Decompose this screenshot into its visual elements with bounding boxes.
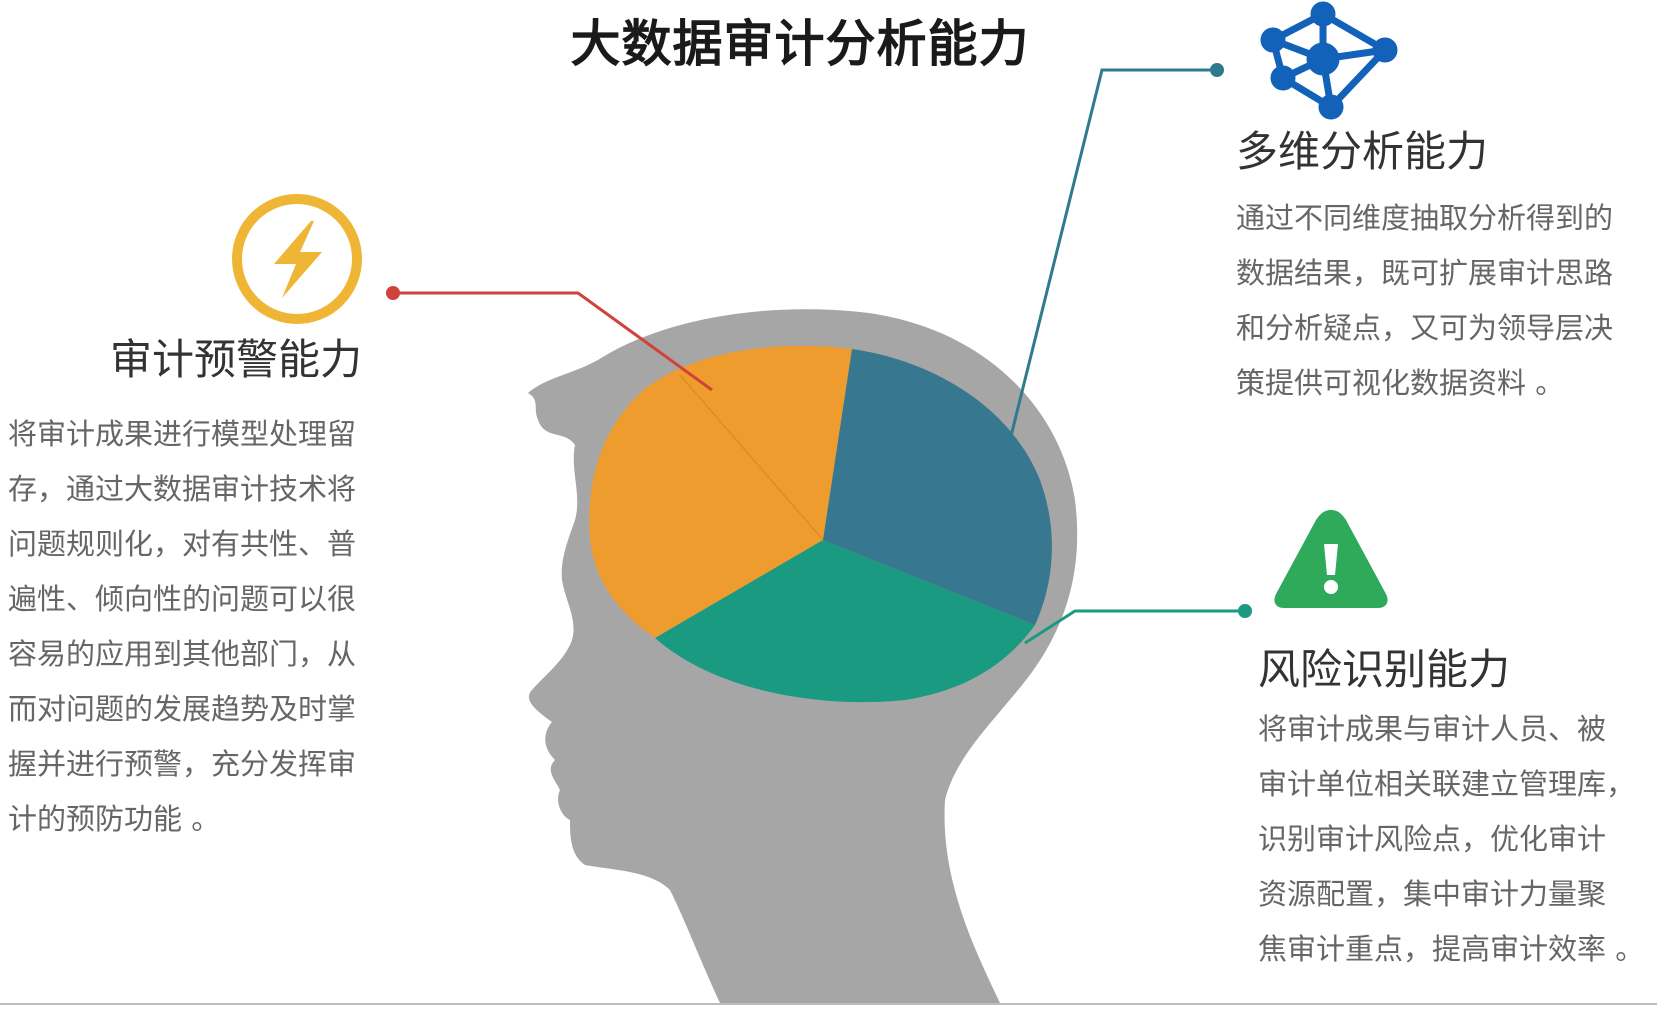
desc-line: 握并进行预警，充分发挥审: [8, 747, 357, 781]
heading-multidimensional-analysis: 多维分析能力: [1236, 127, 1489, 176]
desc-line: 问题规则化，对有共性、普: [8, 527, 357, 561]
desc-line: 资源配置，集中审计力量聚: [1258, 877, 1607, 911]
desc-line: 遍性、倾向性的问题可以很: [8, 582, 357, 616]
desc-line: 和分析疑点，又可为领导层决: [1236, 311, 1614, 345]
brain-segment-orange: [589, 345, 852, 638]
desc-multidimensional-analysis: 通过不同维度抽取分析得到的 数据结果，既可扩展审计思路 和分析疑点，又可为领导层…: [1236, 191, 1613, 411]
brain-segment-green: [655, 540, 1035, 703]
connector-warning: [393, 291, 713, 392]
desc-line: 策提供可视化数据资料 。: [1236, 366, 1565, 400]
brain-slice-line: [679, 374, 824, 541]
connector-warning-dot: [386, 286, 400, 300]
desc-line: 审计单位相关联建立管理库，: [1258, 767, 1636, 801]
desc-line: 通过不同维度抽取分析得到的: [1236, 201, 1614, 235]
desc-line: 识别审计风险点，优化审计: [1258, 822, 1607, 856]
connector-risk: [1024, 609, 1245, 645]
network-icon: [1260, 1, 1398, 120]
desc-line: 将审计成果进行模型处理留: [8, 417, 357, 451]
desc-line: 容易的应用到其他部门，从: [8, 637, 357, 671]
desc-line: 数据结果，既可扩展审计思路: [1236, 256, 1614, 290]
desc-line: 焦审计重点，提高审计效率 。: [1258, 932, 1645, 966]
connector-multi-dot: [1210, 63, 1224, 77]
desc-line: 存，通过大数据审计技术将: [8, 472, 357, 506]
desc-line: 将审计成果与审计人员、被: [1258, 712, 1607, 746]
brain-segment-blue: [823, 349, 1052, 625]
bottom-rule: [0, 1003, 1657, 1005]
desc-line: 计的预防功能 。: [8, 802, 221, 836]
connector-multi: [1008, 68, 1217, 441]
desc-audit-warning: 将审计成果进行模型处理留 存，通过大数据审计技术将 问题规则化，对有共性、普 遍…: [8, 407, 356, 847]
heading-risk-identification: 风险识别能力: [1258, 645, 1511, 694]
alert-triangle-icon: [1274, 510, 1388, 608]
heading-audit-warning: 审计预警能力: [110, 335, 363, 384]
page-title: 大数据审计分析能力: [570, 15, 1030, 73]
connector-risk-dot: [1238, 604, 1252, 618]
desc-risk-identification: 将审计成果与审计人员、被 审计单位相关联建立管理库， 识别审计风险点，优化审计 …: [1258, 702, 1644, 977]
lightning-icon: [232, 194, 362, 324]
desc-line: 而对问题的发展趋势及时掌: [8, 692, 357, 726]
